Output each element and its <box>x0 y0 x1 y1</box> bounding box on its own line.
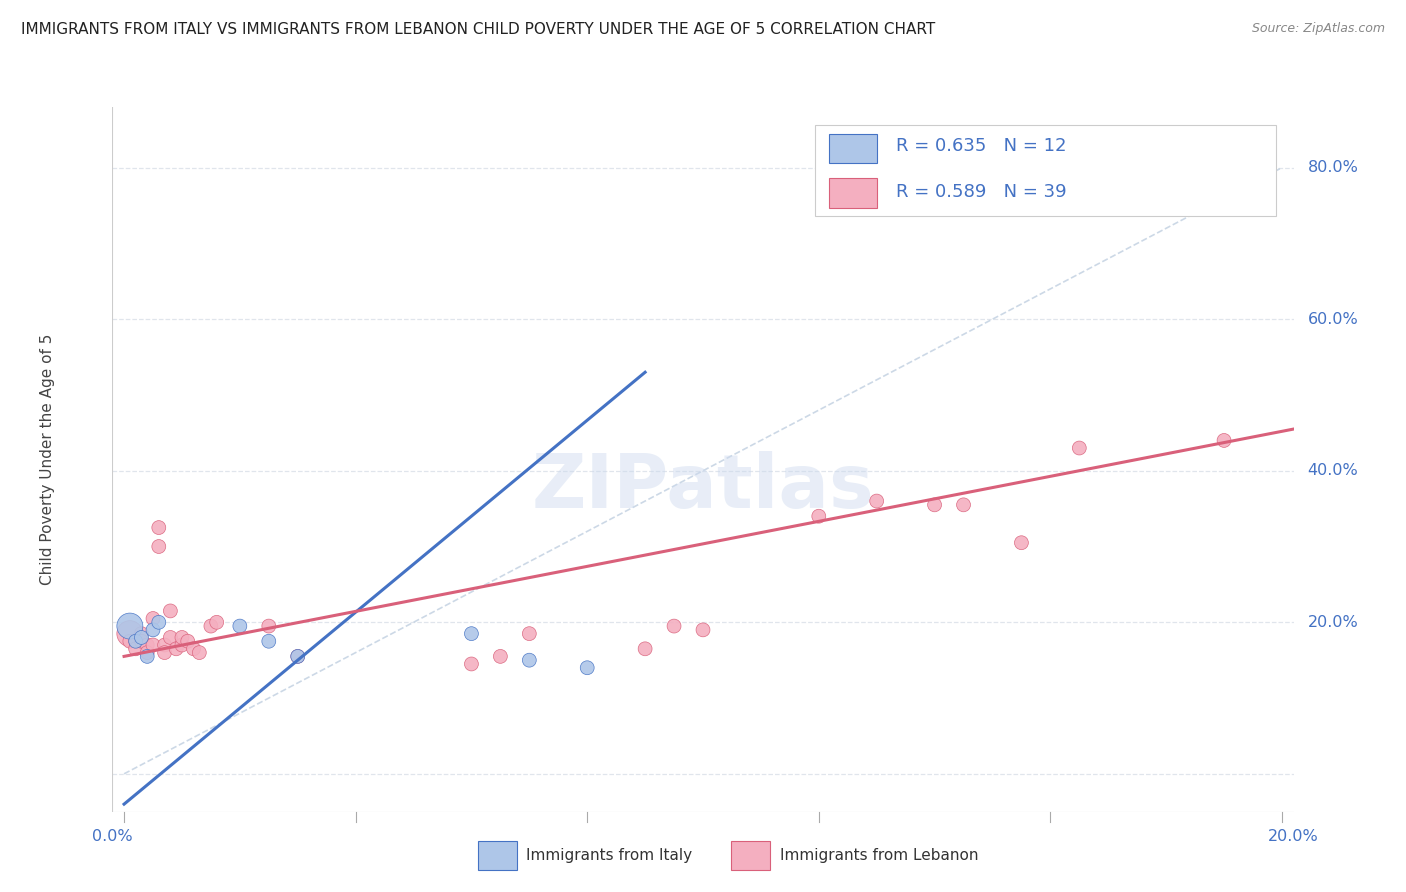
FancyBboxPatch shape <box>815 125 1275 216</box>
Point <box>517 653 540 667</box>
Point <box>148 615 170 630</box>
Point <box>124 634 146 648</box>
Point <box>159 631 181 645</box>
Point <box>124 641 146 656</box>
FancyBboxPatch shape <box>830 178 876 208</box>
Text: Child Poverty Under the Age of 5: Child Poverty Under the Age of 5 <box>39 334 55 585</box>
Point <box>136 638 159 652</box>
Point <box>142 623 165 637</box>
Point <box>924 498 946 512</box>
Point <box>124 634 146 648</box>
Text: 60.0%: 60.0% <box>1308 311 1358 326</box>
Point <box>257 634 280 648</box>
Text: 20.0%: 20.0% <box>1268 830 1319 845</box>
Text: 0.0%: 0.0% <box>93 830 132 845</box>
Point <box>188 646 211 660</box>
Point <box>576 661 599 675</box>
Text: ZIPatlas: ZIPatlas <box>531 451 875 524</box>
FancyBboxPatch shape <box>830 134 876 163</box>
Point <box>118 634 141 648</box>
Point <box>287 649 309 664</box>
Text: 80.0%: 80.0% <box>1308 161 1358 175</box>
Point <box>170 631 193 645</box>
Point <box>866 494 889 508</box>
Point <box>489 649 512 664</box>
Point <box>183 641 205 656</box>
Point <box>692 623 714 637</box>
Point <box>131 626 153 640</box>
Point <box>662 619 685 633</box>
Text: R = 0.635   N = 12: R = 0.635 N = 12 <box>896 136 1066 155</box>
Point <box>159 604 181 618</box>
Point <box>1010 535 1032 549</box>
Text: 20.0%: 20.0% <box>1308 615 1358 630</box>
Point <box>807 509 830 524</box>
Point <box>257 619 280 633</box>
Point <box>460 626 482 640</box>
Point <box>634 641 657 656</box>
Point <box>118 619 141 633</box>
Text: R = 0.589   N = 39: R = 0.589 N = 39 <box>896 183 1066 201</box>
Point <box>170 638 193 652</box>
Point <box>118 626 141 640</box>
Point <box>460 657 482 671</box>
Point <box>142 638 165 652</box>
Point <box>952 498 974 512</box>
Text: 40.0%: 40.0% <box>1308 463 1358 478</box>
Point <box>200 619 222 633</box>
Text: Immigrants from Lebanon: Immigrants from Lebanon <box>780 848 979 863</box>
Point <box>148 520 170 534</box>
Point <box>177 634 200 648</box>
Point <box>136 649 159 664</box>
Point <box>153 646 176 660</box>
Point <box>148 540 170 554</box>
Point <box>1069 441 1091 455</box>
Point <box>136 646 159 660</box>
Point <box>205 615 228 630</box>
Point <box>517 626 540 640</box>
Text: IMMIGRANTS FROM ITALY VS IMMIGRANTS FROM LEBANON CHILD POVERTY UNDER THE AGE OF : IMMIGRANTS FROM ITALY VS IMMIGRANTS FROM… <box>21 22 935 37</box>
Text: Source: ZipAtlas.com: Source: ZipAtlas.com <box>1251 22 1385 36</box>
Point <box>287 649 309 664</box>
Point <box>1213 434 1236 448</box>
Point <box>142 611 165 625</box>
Point <box>153 638 176 652</box>
Point <box>131 631 153 645</box>
Text: Immigrants from Italy: Immigrants from Italy <box>526 848 692 863</box>
Point <box>229 619 252 633</box>
Point <box>131 634 153 648</box>
Point <box>165 641 187 656</box>
